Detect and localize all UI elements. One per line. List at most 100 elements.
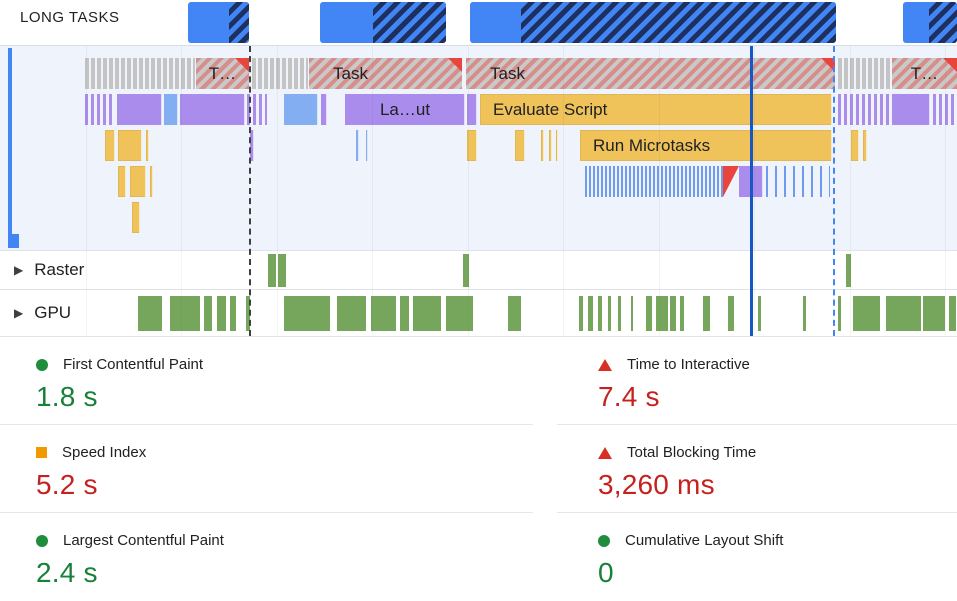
flame-event-bar[interactable] bbox=[250, 130, 254, 161]
metric-cumulative-layout-shift: Cumulative Layout Shift 0 bbox=[557, 513, 957, 601]
flame-event-bar[interactable] bbox=[549, 130, 552, 161]
flame-event-bar[interactable] bbox=[284, 94, 318, 125]
gpu-activity-bar[interactable] bbox=[204, 296, 212, 331]
flame-activity-slivers[interactable] bbox=[85, 94, 115, 125]
expand-raster-icon[interactable]: ▶ bbox=[14, 263, 24, 277]
gpu-activity-bar[interactable] bbox=[923, 296, 945, 331]
gpu-track-header[interactable]: ▶ GPU bbox=[14, 290, 71, 336]
raster-track-bars bbox=[0, 251, 957, 289]
metric-header: Largest Contentful Paint bbox=[36, 532, 533, 549]
gpu-activity-bar[interactable] bbox=[758, 296, 761, 331]
raster-activity-bar[interactable] bbox=[278, 254, 286, 287]
flame-event-bar[interactable]: Run Microtasks bbox=[580, 130, 832, 161]
gpu-activity-bar[interactable] bbox=[588, 296, 593, 331]
flame-event-bar[interactable]: Evaluate Script bbox=[480, 94, 832, 125]
flame-event-bar[interactable] bbox=[356, 130, 359, 161]
flame-activity-slivers[interactable] bbox=[252, 58, 308, 89]
flame-activity-slivers[interactable] bbox=[933, 94, 955, 125]
flame-event-bar[interactable] bbox=[118, 130, 142, 161]
flame-event-label: Task bbox=[490, 64, 525, 83]
raster-activity-bar[interactable] bbox=[268, 254, 276, 287]
long-task-hatch-region bbox=[521, 2, 836, 43]
selection-bracket-foot bbox=[8, 234, 19, 248]
gpu-activity-bar[interactable] bbox=[579, 296, 583, 331]
flame-event-bar[interactable] bbox=[739, 166, 763, 197]
flame-event-bar[interactable] bbox=[556, 130, 558, 161]
gpu-track-label: GPU bbox=[34, 303, 72, 322]
flame-activity-slivers[interactable] bbox=[85, 58, 195, 89]
gpu-activity-bar[interactable] bbox=[670, 296, 676, 331]
flame-event-bar[interactable] bbox=[515, 130, 525, 161]
flame-event-label: Task bbox=[333, 64, 368, 83]
flame-event-bar[interactable] bbox=[132, 202, 140, 233]
raster-activity-bar[interactable] bbox=[846, 254, 851, 287]
gpu-activity-bar[interactable] bbox=[656, 296, 668, 331]
gpu-activity-bar[interactable] bbox=[949, 296, 956, 331]
long-task-bar[interactable] bbox=[188, 2, 249, 43]
long-task-bar[interactable] bbox=[903, 2, 957, 43]
metric-time-to-interactive: Time to Interactive 7.4 s bbox=[557, 337, 957, 425]
flame-task-bar[interactable]: T… bbox=[892, 58, 957, 89]
gpu-activity-bar[interactable] bbox=[803, 296, 806, 331]
flame-event-bar[interactable] bbox=[366, 130, 368, 161]
gpu-activity-bar[interactable] bbox=[598, 296, 602, 331]
flame-event-bar[interactable] bbox=[467, 94, 477, 125]
long-task-corner-icon bbox=[943, 58, 957, 72]
flame-activity-slivers[interactable] bbox=[247, 94, 267, 125]
gpu-activity-bar[interactable] bbox=[230, 296, 236, 331]
flame-event-label: T… bbox=[208, 64, 237, 83]
flame-event-bar[interactable] bbox=[130, 166, 146, 197]
flame-event-bar[interactable] bbox=[105, 130, 115, 161]
long-task-hatch-region bbox=[229, 2, 249, 43]
flame-activity-slivers[interactable] bbox=[766, 166, 830, 197]
flame-event-bar[interactable] bbox=[164, 94, 178, 125]
flame-event-bar[interactable] bbox=[892, 94, 930, 125]
flame-task-bar[interactable]: T… bbox=[196, 58, 249, 89]
flame-event-bar[interactable] bbox=[150, 166, 153, 197]
long-task-bar[interactable] bbox=[320, 2, 446, 43]
gpu-activity-bar[interactable] bbox=[618, 296, 621, 331]
flame-event-bar[interactable] bbox=[467, 130, 477, 161]
gpu-activity-bar[interactable] bbox=[508, 296, 521, 331]
gpu-activity-bar[interactable] bbox=[337, 296, 366, 331]
long-task-warning-icon bbox=[723, 166, 739, 197]
flame-event-bar[interactable] bbox=[321, 94, 327, 125]
flame-event-bar[interactable] bbox=[118, 166, 126, 197]
gpu-activity-bar[interactable] bbox=[413, 296, 441, 331]
flame-activity-slivers[interactable] bbox=[838, 58, 890, 89]
metric-total-blocking-time: Total Blocking Time 3,260 ms bbox=[557, 425, 957, 513]
raster-track-header[interactable]: ▶ Raster bbox=[14, 251, 84, 289]
gpu-activity-bar[interactable] bbox=[680, 296, 684, 331]
gpu-activity-bar[interactable] bbox=[631, 296, 633, 331]
gpu-activity-bar[interactable] bbox=[170, 296, 200, 331]
flame-task-bar[interactable]: Task bbox=[466, 58, 835, 89]
gpu-activity-bar[interactable] bbox=[446, 296, 473, 331]
flame-event-bar[interactable] bbox=[180, 94, 245, 125]
gpu-activity-bar[interactable] bbox=[838, 296, 841, 331]
flame-event-bar[interactable] bbox=[863, 130, 867, 161]
flame-event-bar[interactable] bbox=[541, 130, 544, 161]
gpu-activity-bar[interactable] bbox=[886, 296, 921, 331]
flame-chart[interactable]: T… Task Task T… La…ut Evaluate Script Run Micr… bbox=[0, 46, 957, 250]
gpu-activity-bar[interactable] bbox=[284, 296, 330, 331]
flame-activity-slivers[interactable] bbox=[838, 94, 890, 125]
gpu-activity-bar[interactable] bbox=[608, 296, 611, 331]
gpu-activity-bar[interactable] bbox=[703, 296, 710, 331]
gpu-activity-bar[interactable] bbox=[371, 296, 396, 331]
gpu-activity-bar[interactable] bbox=[853, 296, 880, 331]
gpu-activity-bar[interactable] bbox=[217, 296, 226, 331]
flame-event-bar[interactable] bbox=[146, 130, 149, 161]
gpu-activity-bar[interactable] bbox=[400, 296, 409, 331]
raster-activity-bar[interactable] bbox=[463, 254, 469, 287]
flame-activity-slivers[interactable] bbox=[585, 166, 723, 197]
gpu-activity-bar[interactable] bbox=[246, 296, 250, 331]
long-task-bar[interactable] bbox=[470, 2, 836, 43]
flame-event-bar[interactable] bbox=[117, 94, 162, 125]
expand-gpu-icon[interactable]: ▶ bbox=[14, 306, 24, 320]
flame-task-bar[interactable]: Task bbox=[309, 58, 462, 89]
flame-event-bar[interactable] bbox=[851, 130, 859, 161]
gpu-activity-bar[interactable] bbox=[728, 296, 734, 331]
gpu-activity-bar[interactable] bbox=[138, 296, 162, 331]
gpu-activity-bar[interactable] bbox=[646, 296, 652, 331]
flame-event-bar[interactable]: La…ut bbox=[345, 94, 465, 125]
